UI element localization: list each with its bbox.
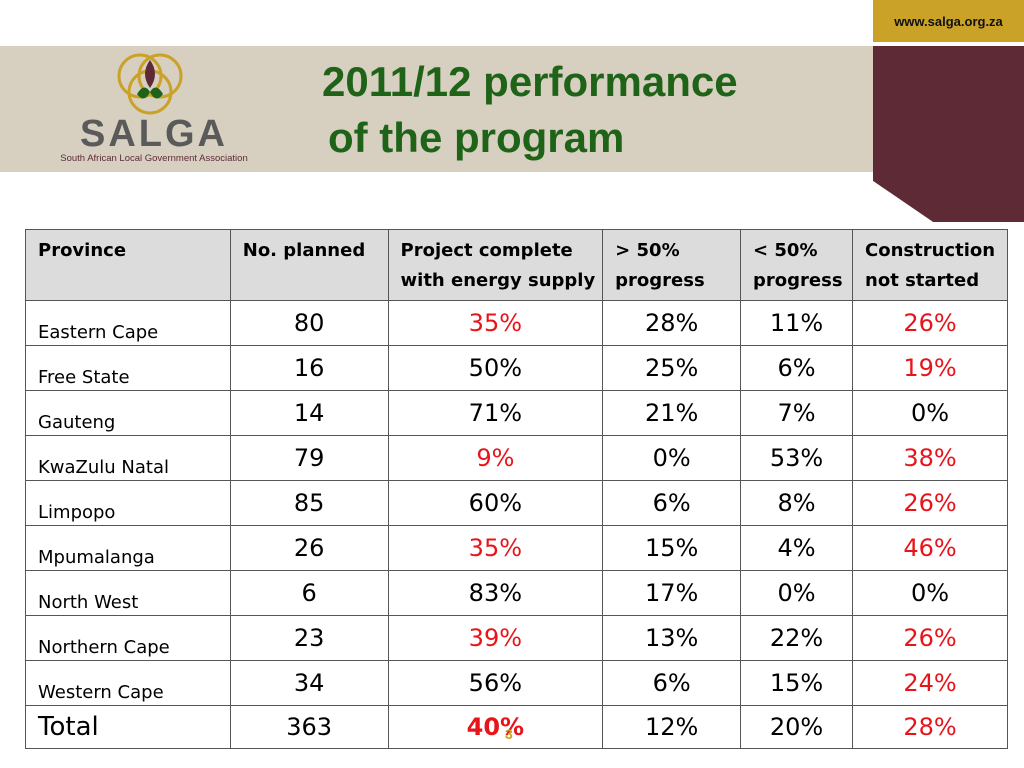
cell-gt50: 21% <box>602 390 742 436</box>
table-header-row: Province No. planned Project complete wit… <box>25 229 1008 301</box>
cell-not-started: 19% <box>852 345 1008 391</box>
cell-gt50: 6% <box>602 660 742 706</box>
cell-gt50: 15% <box>602 525 742 571</box>
cell-lt50: 11% <box>740 300 854 346</box>
logo-rings-icon <box>117 53 183 115</box>
cell-not-started: 38% <box>852 435 1008 481</box>
logo-tagline: South African Local Government Associati… <box>60 153 247 164</box>
cell-province: Northern Cape <box>25 615 231 661</box>
cell-gt50: 17% <box>602 570 742 616</box>
cell-complete: 71% <box>387 390 604 436</box>
cell-complete: 35% <box>387 300 604 346</box>
salga-logo: SALGA South African Local Government Ass… <box>60 53 248 164</box>
table-row: Northern Cape 23 39% 13% 22% 26% <box>25 615 1008 661</box>
cell-gt50: 6% <box>602 480 742 526</box>
cell-lt50: 15% <box>740 660 854 706</box>
table-row: Limpopo 85 60% 6% 8% 26% <box>25 480 1008 526</box>
cell-complete: 35% <box>387 525 604 571</box>
cell-planned: 16 <box>229 345 389 391</box>
cell-lt50: 7% <box>740 390 854 436</box>
cell-planned: 6 <box>229 570 389 616</box>
cell-gt50: 28% <box>602 300 742 346</box>
header-gt50: > 50% progress <box>602 229 742 301</box>
table-row: Free State 16 50% 25% 6% 19% <box>25 345 1008 391</box>
cell-province: Free State <box>25 345 231 391</box>
maroon-corner-decoration <box>873 46 1024 222</box>
header-banner <box>0 46 873 172</box>
logo-wordmark: SALGA <box>80 113 228 155</box>
cell-lt50: 4% <box>740 525 854 571</box>
table-row: Eastern Cape 80 35% 28% 11% 26% <box>25 300 1008 346</box>
cell-lt50: 0% <box>740 570 854 616</box>
cell-total-label: Total <box>25 705 231 749</box>
cell-complete: 39% <box>387 615 604 661</box>
cell-not-started: 26% <box>852 615 1008 661</box>
cell-not-started: 26% <box>852 480 1008 526</box>
cell-planned: 14 <box>229 390 389 436</box>
cell-complete: 9% <box>387 435 604 481</box>
title-line-2: of the program <box>328 114 625 161</box>
header-complete: Project complete with energy supply <box>387 229 604 301</box>
performance-table: Province No. planned Project complete wit… <box>25 229 1008 749</box>
table-row: KwaZulu Natal 79 9% 0% 53% 38% <box>25 435 1008 481</box>
cell-planned: 23 <box>229 615 389 661</box>
cell-planned: 85 <box>229 480 389 526</box>
cell-lt50: 8% <box>740 480 854 526</box>
cell-lt50: 22% <box>740 615 854 661</box>
cell-lt50: 53% <box>740 435 854 481</box>
cell-lt50: 6% <box>740 345 854 391</box>
table-row: Gauteng 14 71% 21% 7% 0% <box>25 390 1008 436</box>
cell-province: Gauteng <box>25 390 231 436</box>
header-province: Province <box>25 229 231 301</box>
cell-complete: 56% <box>387 660 604 706</box>
page-number: 3 <box>505 726 513 742</box>
website-url-badge: www.salga.org.za <box>873 0 1024 42</box>
title-line-1: 2011/12 performance <box>322 58 738 105</box>
header-lt50: < 50% progress <box>740 229 854 301</box>
cell-total-planned: 363 <box>229 705 389 749</box>
cell-gt50: 0% <box>602 435 742 481</box>
table-row: North West 6 83% 17% 0% 0% <box>25 570 1008 616</box>
table-row: Western Cape 34 56% 6% 15% 24% <box>25 660 1008 706</box>
cell-complete: 83% <box>387 570 604 616</box>
cell-gt50: 13% <box>602 615 742 661</box>
cell-planned: 34 <box>229 660 389 706</box>
cell-not-started: 46% <box>852 525 1008 571</box>
table-total-row: Total 363 40% 12% 20% 28% <box>25 705 1008 749</box>
cell-not-started: 0% <box>852 390 1008 436</box>
cell-not-started: 24% <box>852 660 1008 706</box>
header-not-started: Construction not started <box>852 229 1008 301</box>
cell-planned: 26 <box>229 525 389 571</box>
cell-not-started: 26% <box>852 300 1008 346</box>
cell-not-started: 0% <box>852 570 1008 616</box>
cell-province: Mpumalanga <box>25 525 231 571</box>
table-row: Mpumalanga 26 35% 15% 4% 46% <box>25 525 1008 571</box>
header-planned: No. planned <box>229 229 389 301</box>
cell-planned: 79 <box>229 435 389 481</box>
cell-gt50: 25% <box>602 345 742 391</box>
cell-total-gt50: 12% <box>602 705 742 749</box>
cell-province: North West <box>25 570 231 616</box>
cell-total-complete: 40% <box>387 705 604 749</box>
cell-complete: 60% <box>387 480 604 526</box>
cell-total-not-started: 28% <box>852 705 1008 749</box>
slide-title: 2011/12 performance of the program <box>322 54 738 166</box>
cell-province: Western Cape <box>25 660 231 706</box>
cell-total-lt50: 20% <box>740 705 854 749</box>
cell-planned: 80 <box>229 300 389 346</box>
cell-province: Eastern Cape <box>25 300 231 346</box>
cell-province: Limpopo <box>25 480 231 526</box>
cell-complete: 50% <box>387 345 604 391</box>
cell-province: KwaZulu Natal <box>25 435 231 481</box>
